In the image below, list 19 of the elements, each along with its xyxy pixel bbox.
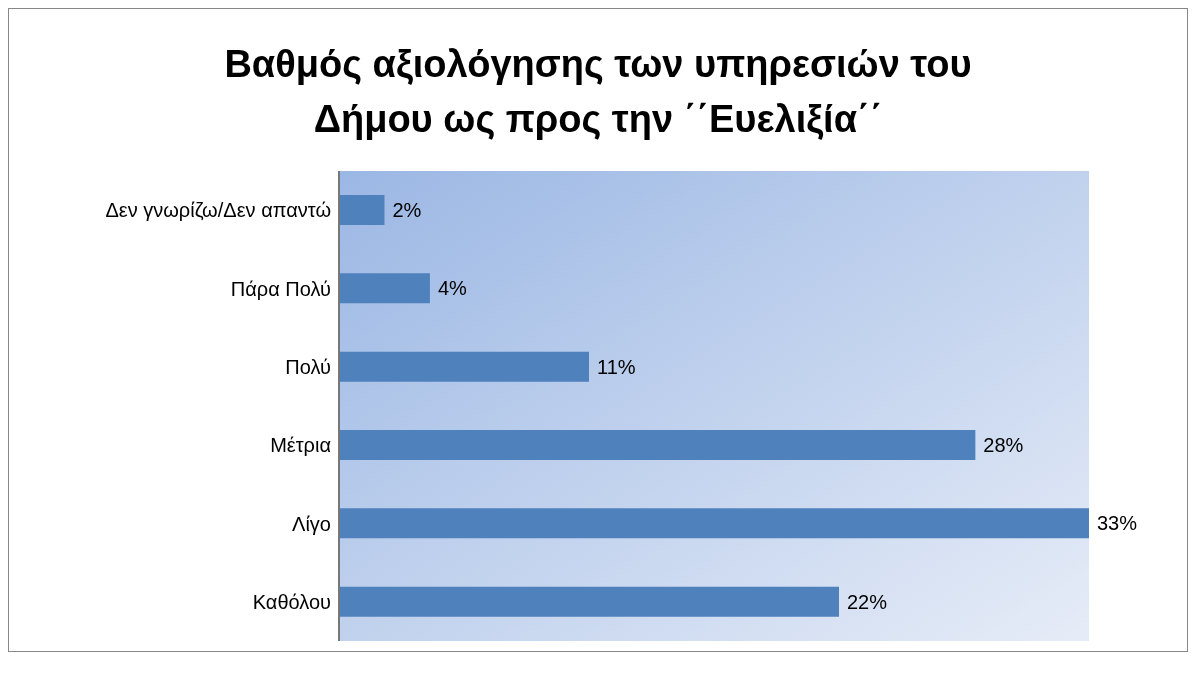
- chart-title: Βαθμός αξιολόγησης των υπηρεσιών του Δήμου ως προς την ΄΄Ευελιξία΄΄: [223, 42, 973, 143]
- data-label: 2%: [392, 199, 422, 222]
- y-tick-label: Καθόλου: [252, 591, 331, 614]
- data-label: 11%: [597, 355, 636, 378]
- y-tick-label: Πάρα Πολύ: [230, 277, 331, 300]
- y-tick-label: Λίγο: [292, 512, 331, 535]
- bar: [339, 430, 976, 461]
- y-tick-label: Δεν γνωρίζω/Δεν απαντώ: [105, 199, 331, 222]
- bar: [339, 351, 589, 382]
- bar: [339, 195, 385, 226]
- y-tick-label: Πολύ: [285, 356, 331, 379]
- bar: [339, 508, 1089, 539]
- data-label: 4%: [437, 277, 468, 300]
- data-label: 28%: [983, 434, 1024, 457]
- bar: [339, 273, 430, 304]
- data-label: 22%: [847, 590, 888, 613]
- data-label: 33%: [1097, 512, 1138, 535]
- bar: [339, 586, 839, 617]
- y-tick-label: Μέτρια: [270, 434, 331, 457]
